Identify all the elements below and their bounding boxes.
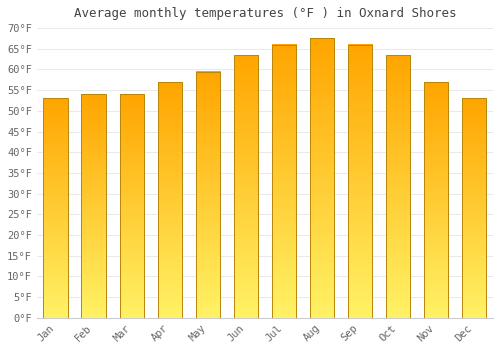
Bar [120,94,144,318]
Bar [44,98,68,318]
Bar [424,82,448,318]
Bar [196,71,220,318]
Bar [158,82,182,318]
Bar [310,38,334,318]
Bar [272,44,296,318]
Bar [234,55,258,318]
Title: Average monthly temperatures (°F ) in Oxnard Shores: Average monthly temperatures (°F ) in Ox… [74,7,456,20]
Bar [348,44,372,318]
Bar [82,94,106,318]
Bar [462,98,486,318]
Bar [386,55,410,318]
